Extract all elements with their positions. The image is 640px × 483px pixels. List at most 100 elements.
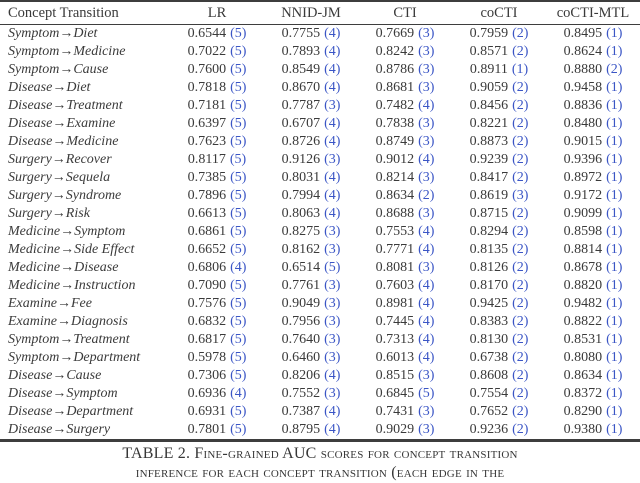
table-row: Symptom→Diet 0.6544 (5) 0.7755 (4) 0.7669 (3) 0… <box>0 25 640 44</box>
rank-badge: (4) <box>324 404 341 419</box>
auc-score: 0.6514 <box>281 260 321 275</box>
score-cell: 0.7387 (4) <box>264 403 358 421</box>
rank-badge: (2) <box>512 422 529 437</box>
table-row: Medicine→Instruction 0.7090 (5) 0.7761 (3) 0.… <box>0 277 640 295</box>
auc-score: 0.7956 <box>281 314 321 329</box>
rank-badge: (1) <box>606 188 623 203</box>
auc-score: 0.8162 <box>281 242 321 257</box>
score-cell: 0.7181 (5) <box>170 97 264 115</box>
rank-badge: (1) <box>606 422 623 437</box>
auc-score: 0.8598 <box>563 224 603 239</box>
score-cell: 0.7755 (4) <box>264 25 358 44</box>
auc-score: 0.7554 <box>469 386 509 401</box>
auc-score: 0.8836 <box>563 98 603 113</box>
rank-badge: (3) <box>418 62 435 77</box>
score-cell: 0.7994 (4) <box>264 187 358 205</box>
rank-badge: (3) <box>418 116 435 131</box>
rank-badge: (2) <box>512 242 529 257</box>
rank-badge: (3) <box>418 26 435 41</box>
score-cell: 0.8080 (1) <box>546 349 640 367</box>
score-cell: 0.7771 (4) <box>358 241 452 259</box>
score-cell: 0.8608 (2) <box>452 367 546 385</box>
rank-badge: (1) <box>606 386 623 401</box>
rank-badge: (5) <box>324 260 341 275</box>
score-cell: 0.7603 (4) <box>358 277 452 295</box>
score-cell: 0.9029 (3) <box>358 421 452 441</box>
table-row: Disease→Treatment 0.7181 (5) 0.7787 (3) 0.748… <box>0 97 640 115</box>
auc-score: 0.6013 <box>375 350 415 365</box>
auc-score: 0.8531 <box>563 332 603 347</box>
auc-score: 0.8294 <box>469 224 509 239</box>
auc-score: 0.9015 <box>563 134 603 149</box>
score-cell: 0.7553 (4) <box>358 223 452 241</box>
score-cell: 0.8162 (3) <box>264 241 358 259</box>
auc-score: 0.8608 <box>469 368 509 383</box>
score-cell: 0.7445 (4) <box>358 313 452 331</box>
score-cell: 0.8624 (1) <box>546 43 640 61</box>
auc-score: 0.7652 <box>469 404 509 419</box>
score-cell: 0.8688 (3) <box>358 205 452 223</box>
score-cell: 0.8206 (4) <box>264 367 358 385</box>
auc-score: 0.7385 <box>187 170 227 185</box>
table-row: Medicine→Symptom 0.6861 (5) 0.8275 (3) 0.7553… <box>0 223 640 241</box>
rank-badge: (2) <box>512 134 529 149</box>
rank-badge: (4) <box>418 242 435 257</box>
rank-badge: (2) <box>418 188 435 203</box>
rank-badge: (4) <box>324 44 341 59</box>
score-cell: 0.9049 (3) <box>264 295 358 313</box>
rank-badge: (3) <box>418 404 435 419</box>
rank-badge: (1) <box>511 62 529 77</box>
auc-score: 0.8080 <box>563 350 603 365</box>
score-cell: 0.7022 (5) <box>170 43 264 61</box>
score-cell: 0.8726 (4) <box>264 133 358 151</box>
auc-score: 0.8290 <box>563 404 603 419</box>
rank-badge: (2) <box>512 44 529 59</box>
score-cell: 0.9099 (1) <box>546 205 640 223</box>
auc-score: 0.7623 <box>187 134 227 149</box>
score-cell: 0.6738 (2) <box>452 349 546 367</box>
auc-score: 0.8372 <box>563 386 603 401</box>
rank-badge: (5) <box>230 98 247 113</box>
auc-score: 0.8456 <box>469 98 509 113</box>
auc-score: 0.8242 <box>375 44 415 59</box>
auc-score: 0.6806 <box>187 260 227 275</box>
auc-score: 0.7553 <box>375 224 415 239</box>
transition-label: Medicine→Disease <box>8 260 119 275</box>
rank-badge: (1) <box>606 206 623 221</box>
auc-score: 0.6613 <box>187 206 227 221</box>
score-cell: 0.8063 (4) <box>264 205 358 223</box>
score-cell: 0.8795 (4) <box>264 421 358 441</box>
column-header-transition: Concept Transition <box>0 1 170 25</box>
rank-badge: (4) <box>418 314 435 329</box>
rank-badge: (5) <box>230 422 247 437</box>
rank-badge: (4) <box>418 296 435 311</box>
score-cell: 0.6845 (5) <box>358 385 452 403</box>
auc-score: 0.7445 <box>375 314 415 329</box>
caption-line-1: TABLE 2. Fine-grained AUC scores for con… <box>122 445 518 462</box>
rank-badge: (2) <box>512 368 529 383</box>
auc-score: 0.8678 <box>563 260 603 275</box>
score-cell: 0.9482 (1) <box>546 295 640 313</box>
rank-badge: (5) <box>230 206 247 221</box>
score-cell: 0.8135 (2) <box>452 241 546 259</box>
auc-score: 0.7313 <box>375 332 415 347</box>
table-row: Disease→Symptom 0.6936 (4) 0.7552 (3) 0.6845(… <box>0 385 640 403</box>
score-cell: 0.7623 (5) <box>170 133 264 151</box>
score-cell: 0.7554 (2) <box>452 385 546 403</box>
score-cell: 0.8372 (1) <box>546 385 640 403</box>
header-row: Concept Transition LR NNID-JM CTI coCTI coCTI… <box>0 1 640 25</box>
rank-badge: (2) <box>512 278 529 293</box>
auc-score: 0.6707 <box>281 116 321 131</box>
score-cell: 0.8634 (1) <box>546 367 640 385</box>
rank-badge: (2) <box>512 260 529 275</box>
rank-badge: (5) <box>230 44 247 59</box>
rank-badge: (5) <box>230 242 247 257</box>
score-cell: 0.8836 (1) <box>546 97 640 115</box>
auc-score: 0.7640 <box>281 332 321 347</box>
score-cell: 0.8880 (2) <box>546 61 640 79</box>
rank-badge: (1) <box>606 98 623 113</box>
auc-score: 0.7022 <box>187 44 227 59</box>
score-cell: 0.7787 (3) <box>264 97 358 115</box>
score-cell: 0.8681 (3) <box>358 79 452 97</box>
rank-badge: (4) <box>230 260 247 275</box>
